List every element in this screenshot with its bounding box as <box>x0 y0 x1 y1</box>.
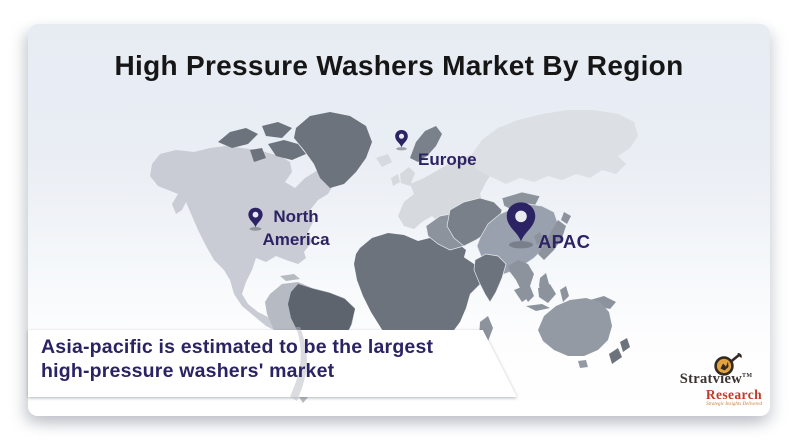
apac-pin-icon <box>506 202 536 249</box>
magnifier-icon <box>714 352 742 376</box>
logo-trademark: TM <box>742 373 753 379</box>
landmass-new-zealand <box>609 338 630 364</box>
logo-brand-name: StratviewTM <box>668 371 764 388</box>
north-america-pin-icon <box>248 207 263 231</box>
south-america-tail-overlay <box>290 327 307 401</box>
landmass-arctic-islands <box>218 122 306 162</box>
region-label-europe: Europe <box>418 150 477 169</box>
landmass-japan <box>538 212 571 260</box>
caption-banner-shape <box>28 330 518 397</box>
logo-brand-secondary: Research <box>705 387 762 402</box>
caption-banner <box>28 330 524 397</box>
landmass-russia <box>472 110 638 184</box>
caption-line-1: Asia-pacific is estimated to be the larg… <box>41 336 434 358</box>
landmass-greenland <box>294 112 372 188</box>
caption-line-2: high-pressure washers' market <box>41 360 335 382</box>
landmass-arabia <box>426 238 466 303</box>
landmass-korea <box>534 232 543 245</box>
logo-tagline: Strategic Insights Delivered <box>706 402 762 407</box>
region-label-apac: APAC <box>538 231 591 252</box>
region-label-north-america: North America <box>262 207 330 249</box>
caption-text: Asia-pacific is estimated to be the larg… <box>41 335 501 383</box>
landmass-australia <box>538 298 612 368</box>
world-map <box>150 110 638 403</box>
landmass-india <box>473 253 507 303</box>
landmass-indonesia <box>514 284 569 311</box>
landmass-caribbean <box>280 274 300 281</box>
landmass-iceland <box>376 154 392 167</box>
logo-brand-text: Stratview <box>679 371 743 387</box>
europe-pin-icon <box>395 130 408 151</box>
landmass-north-america <box>150 146 335 334</box>
page-title: High Pressure Washers Market By Region <box>114 50 684 81</box>
brand-logo: StratviewTM Research Strategic Insights … <box>668 350 768 412</box>
landmass-british-isles <box>391 167 415 186</box>
landmass-scandinavia <box>410 126 442 162</box>
